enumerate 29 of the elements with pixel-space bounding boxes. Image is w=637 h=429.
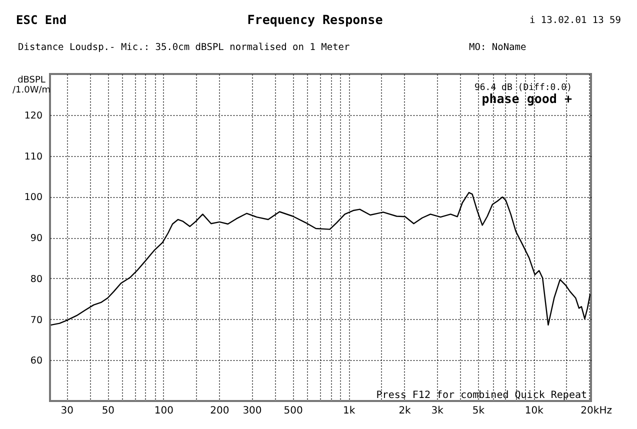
annotation: 96.4 dB (Diff:0.0) xyxy=(474,83,572,93)
y-tick-label: 70 xyxy=(30,314,42,326)
x-tick-label: 3k xyxy=(431,406,444,416)
x-tick-label: 10k xyxy=(524,406,544,416)
x-axis-title: Hz xyxy=(599,406,612,416)
y-tick-label: 80 xyxy=(30,274,42,285)
x-tick-label: 100 xyxy=(154,406,174,416)
x-tick-label: 5k xyxy=(472,406,485,416)
y-tick-label: 90 xyxy=(30,233,42,244)
y-axis-title: dBSPL /1.0W/m xyxy=(12,76,51,96)
y-tick-label: 100 xyxy=(24,192,42,204)
y-tick-label: 120 xyxy=(24,110,42,122)
y-tick-label: 110 xyxy=(24,151,42,162)
x-tick-label: 50 xyxy=(102,406,115,416)
chart-subtitle: Distance Loudsp.- Mic.: 35.0cm dBSPL normalised on 1 Meter xyxy=(18,42,350,53)
chart-title: Frequency Response xyxy=(247,12,384,27)
x-tick-label: 30 xyxy=(60,406,74,416)
x-tick-label: 1k xyxy=(342,406,356,416)
text: i 13.02.01 13 59 xyxy=(529,15,622,26)
x-tick-label: 500 xyxy=(284,406,303,416)
annotation: phase good + xyxy=(482,91,572,106)
x-tick-label: 2k xyxy=(398,406,412,416)
x-tick-label: 300 xyxy=(242,406,262,416)
x-tick-label: 200 xyxy=(210,406,230,416)
annotation: Press F12 for combined Quick Repeat xyxy=(376,390,587,401)
text: ESC End xyxy=(16,13,67,27)
text: MO: NoName xyxy=(469,42,526,53)
x-tick-label: 20k xyxy=(580,406,600,416)
y-tick-label: 60 xyxy=(30,356,42,367)
